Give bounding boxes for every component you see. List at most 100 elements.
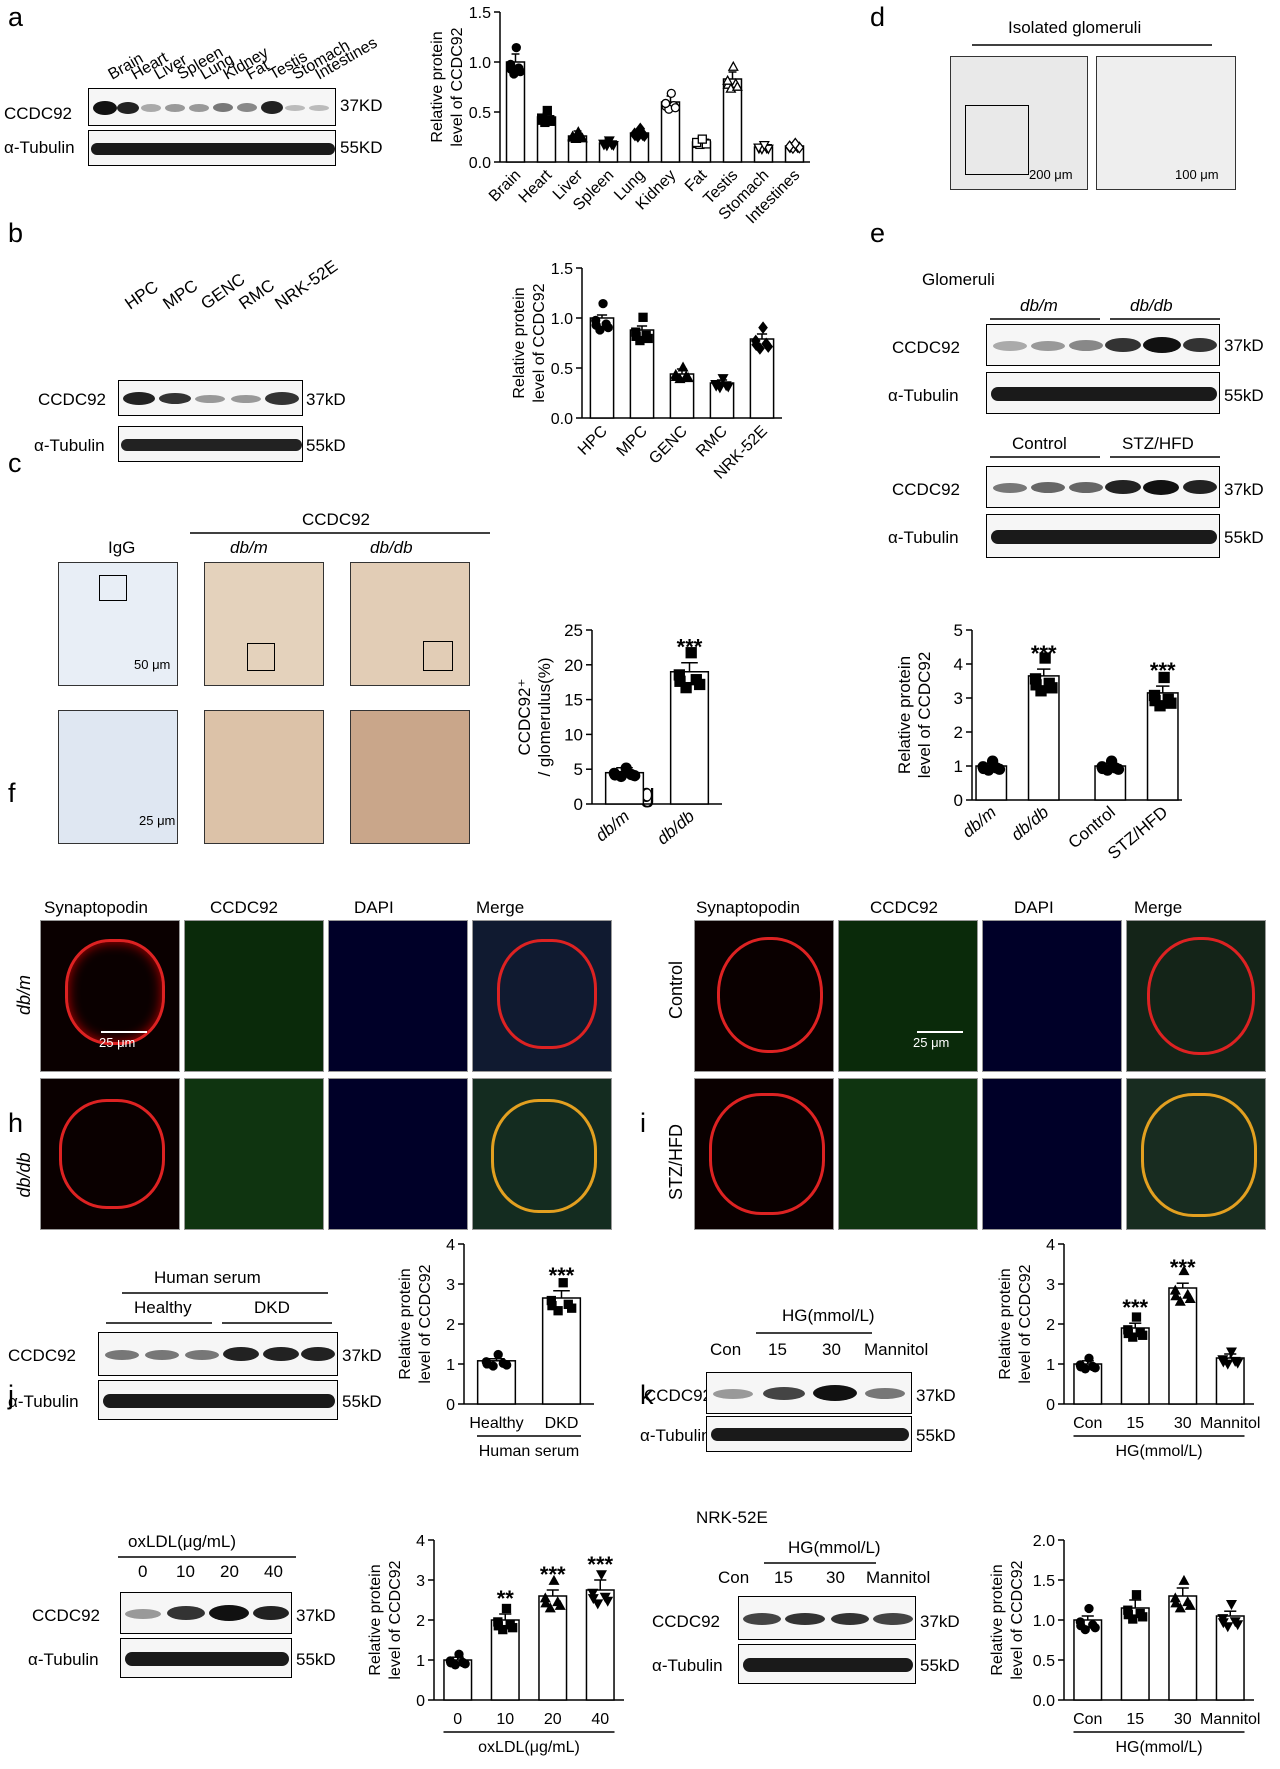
data-point	[1232, 1358, 1244, 1369]
data-point	[546, 116, 557, 126]
y-tick-label: 1	[954, 757, 963, 776]
y-tick-label: 4	[1046, 1237, 1055, 1254]
data-point	[750, 334, 761, 348]
glomeruli-image-low: 200 μm	[950, 56, 1088, 190]
data-point	[505, 59, 516, 70]
y-tick-label: 1.5	[469, 5, 491, 22]
y-axis-label: Relative protein	[397, 1268, 414, 1379]
panel-label-a: a	[8, 2, 24, 32]
data-point	[1169, 1592, 1181, 1603]
ihc-igg-low: 50 μm	[58, 562, 178, 686]
label-dapi: DAPI	[1014, 898, 1054, 917]
lane-label: Con	[710, 1340, 742, 1359]
data-point	[603, 136, 615, 147]
blot-a-tubulin	[88, 130, 336, 166]
data-point	[567, 1303, 577, 1313]
y-tick-label: 3	[446, 1277, 455, 1294]
x-tick-label: RMC	[693, 423, 731, 461]
ihc-dbm-low	[204, 562, 324, 686]
data-point	[1105, 755, 1118, 767]
label-synaptopodin: Synaptopodin	[44, 898, 148, 917]
panel-label-f: f	[8, 778, 16, 808]
data-point	[603, 322, 613, 333]
marker-ccdc92: CCDC92	[644, 1386, 713, 1405]
ihc-dbdb-high	[350, 710, 470, 844]
y-axis-label: level of CCDC92	[387, 1560, 404, 1679]
x-group-label: Human serum	[479, 1443, 579, 1460]
y-tick-label: 0.5	[469, 105, 491, 122]
x-tick-label: db/db	[1008, 803, 1053, 845]
data-point	[717, 374, 729, 385]
x-group-label: HG(mmol/L)	[1115, 1739, 1202, 1756]
x-tick-label: HPC	[575, 423, 611, 459]
if-dbm-synaptopodin: 25 μm	[40, 920, 180, 1072]
data-point	[1123, 1605, 1133, 1615]
data-point	[553, 1306, 563, 1316]
y-tick-label: 3	[1046, 1277, 1055, 1294]
label-dbm: db/m	[1020, 296, 1058, 315]
data-point	[635, 122, 646, 136]
y-axis-label: Relative protein	[989, 1564, 1006, 1675]
data-point	[591, 315, 601, 326]
ihc-igg-high: 25 μm	[58, 710, 178, 844]
data-point	[608, 767, 620, 780]
data-point	[1184, 1599, 1196, 1610]
data-point	[460, 1659, 470, 1669]
data-point	[1170, 1290, 1182, 1301]
x-tick-label: Brain	[486, 167, 524, 205]
marker-tubulin: α-Tubulin	[8, 1392, 79, 1411]
marker-37kd: 37KD	[340, 96, 383, 115]
y-tick-label: 25	[564, 621, 583, 640]
significance-label: ***	[587, 1552, 613, 1577]
data-point	[670, 368, 682, 379]
label-dbdb: db/db	[1130, 296, 1173, 315]
y-tick-label: 1.5	[1033, 1573, 1055, 1590]
data-point	[498, 1624, 508, 1635]
if-control-dapi	[982, 920, 1122, 1072]
significance-label: **	[497, 1586, 515, 1611]
blot-k-ccdc92	[738, 1596, 916, 1640]
data-point	[544, 1602, 556, 1613]
marker-tubulin: α-Tubulin	[652, 1656, 723, 1675]
label-dapi: DAPI	[354, 898, 394, 917]
data-point	[993, 763, 1006, 775]
data-point	[592, 1599, 604, 1610]
data-point	[1090, 1623, 1100, 1633]
x-tick-label: 30	[1174, 1415, 1192, 1432]
data-point	[595, 325, 605, 335]
data-point	[607, 140, 619, 151]
bar	[1027, 675, 1060, 801]
x-tick-label: Mannitol	[1200, 1415, 1260, 1432]
data-point	[587, 1588, 599, 1599]
glomeruli-image-high: 100 μm	[1096, 56, 1236, 190]
marker-37kd: 37kD	[1224, 336, 1264, 355]
y-tick-label: 2	[446, 1317, 455, 1334]
y-axis-label: level of CCDC92	[417, 1264, 434, 1383]
data-point	[753, 143, 765, 154]
scale-bar: 25 μm	[913, 1035, 950, 1050]
marker-37kd: 37kD	[296, 1606, 336, 1625]
marker-tubulin: α-Tubulin	[34, 436, 105, 455]
y-axis-label: Relative protein	[895, 656, 914, 774]
scale-bar: 200 μm	[1029, 167, 1073, 182]
panel-label-i: i	[640, 1108, 646, 1138]
y-axis-label: Relative protein	[997, 1268, 1014, 1379]
y-tick-label: 4	[954, 655, 963, 674]
lane-label: Con	[718, 1568, 750, 1587]
data-point	[536, 113, 547, 123]
data-point	[1112, 763, 1125, 775]
y-tick-label: 5	[574, 760, 583, 779]
data-point	[1217, 1355, 1229, 1366]
y-tick-label: 0.0	[1033, 1693, 1055, 1710]
y-tick-label: 0	[446, 1397, 455, 1414]
label-dbm: db/m	[230, 538, 268, 557]
y-axis-label: Relative protein	[367, 1564, 384, 1675]
x-tick-label: 15	[1126, 1711, 1144, 1728]
x-tick-label: db/m	[959, 803, 1000, 842]
data-point	[643, 333, 653, 344]
data-point	[1222, 1359, 1234, 1370]
chart-c: 0 5 10 15 20 25 CCDC92⁺ / glomerulus(%) db/m *** d…	[515, 621, 722, 848]
data-point	[694, 678, 706, 691]
y-tick-label: 0	[954, 791, 963, 810]
data-point	[595, 1570, 607, 1581]
